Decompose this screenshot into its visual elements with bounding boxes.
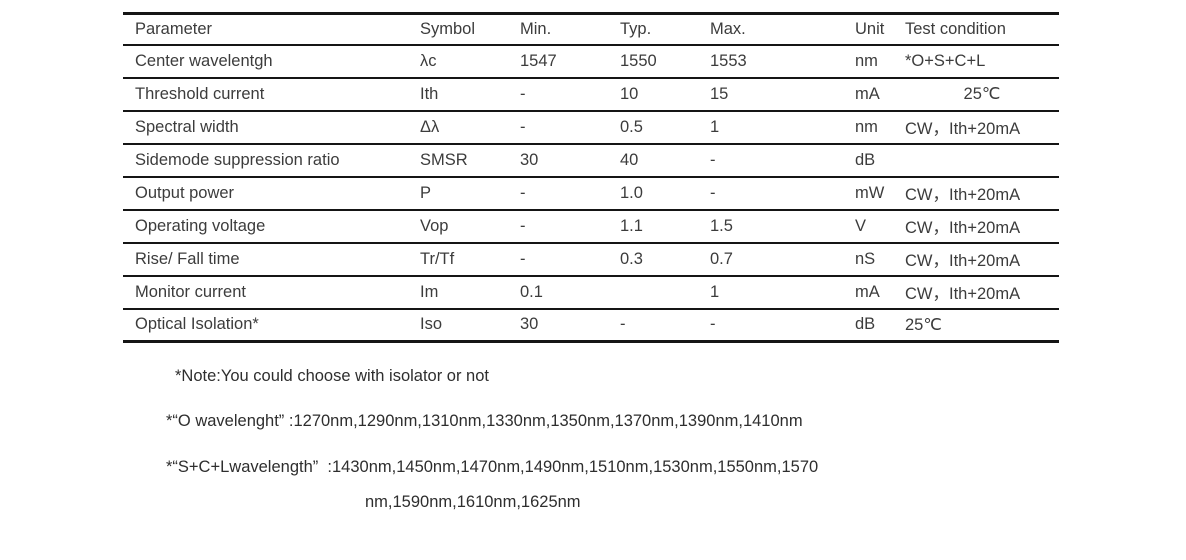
table-cell: Δλ — [420, 117, 440, 136]
table-cell: - — [520, 183, 526, 202]
note-scl-wavelength-line2: nm,1590nm,1610nm,1625nm — [365, 493, 581, 511]
table-cell: CW，Ith+20mA — [905, 186, 1021, 204]
table-row: Optical Isolation* Iso 30 - - dB 25℃ — [123, 309, 1059, 342]
table-cell: Rise/ Fall time — [135, 249, 240, 268]
table-cell: 1.5 — [710, 216, 733, 235]
table-row: Monitor current Im 0.1 1 mA CW，Ith+20mA — [123, 276, 1059, 309]
table-cell: dB — [855, 315, 876, 334]
table-cell: Threshold current — [135, 84, 265, 103]
table-cell: Optical Isolation* — [135, 315, 259, 334]
note-isolator: *Note:You could choose with isolator or … — [175, 367, 489, 385]
table-row: Rise/ Fall time Tr/Tf - 0.3 0.7 nS CW，Ith+20mA — [123, 243, 1059, 276]
table-cell: 1 — [710, 282, 720, 301]
table-cell: mA — [855, 84, 880, 103]
table-cell: dB — [855, 150, 876, 169]
table-cell: Output power — [135, 183, 235, 202]
table-row: Threshold current Ith - 10 15 mA 25℃ — [123, 78, 1059, 111]
column-header: Parameter — [135, 19, 213, 38]
table-cell: 30 — [520, 315, 539, 334]
table-cell: *O+S+C+L — [905, 51, 986, 70]
table-cell: 0.3 — [620, 249, 643, 268]
table-cell: 25℃ — [963, 85, 1001, 103]
table-cell: Spectral width — [135, 117, 239, 136]
spec-table: Parameter Symbol Min. Typ. Max. Unit Test cond… — [123, 12, 1059, 343]
table-cell: 1553 — [710, 51, 747, 70]
table-cell: CW，Ith+20mA — [905, 252, 1021, 270]
table-row: Output power P - 1.0 - mW CW，Ith+20mA — [123, 177, 1059, 210]
table-cell: 40 — [620, 150, 639, 169]
table-cell: 1547 — [520, 51, 557, 70]
table-cell: - — [520, 84, 526, 103]
table-cell: 25℃ — [905, 315, 942, 334]
table-row: Sidemode suppression ratio SMSR 30 40 - dB — [123, 144, 1059, 177]
table-cell: nm — [855, 117, 878, 136]
table-cell: Iso — [420, 315, 443, 334]
note-o-wavelength: *“O wavelenght” :1270nm,1290nm,1310nm,13… — [166, 412, 803, 430]
table-cell: CW，Ith+20mA — [905, 120, 1021, 138]
table-cell: - — [520, 216, 526, 235]
table-cell: Im — [420, 282, 439, 301]
table-cell: - — [710, 315, 716, 334]
note-scl-wavelength-line1: *“S+C+Lwavelength” :1430nm,1450nm,1470nm… — [166, 458, 819, 476]
table-cell: 10 — [620, 84, 639, 103]
table-cell: λc — [420, 51, 437, 70]
table-cell: Center wavelentgh — [135, 51, 273, 70]
table-cell: - — [620, 315, 626, 334]
table-cell: Operating voltage — [135, 216, 266, 235]
table-cell: CW，Ith+20mA — [905, 285, 1021, 303]
table-cell: - — [710, 150, 716, 169]
table-cell: 15 — [710, 84, 729, 103]
table-cell: 0.5 — [620, 117, 643, 136]
table-cell: V — [855, 216, 867, 235]
column-header: Max. — [710, 19, 746, 38]
table-cell: - — [520, 249, 526, 268]
column-header: Min. — [520, 19, 552, 38]
column-header: Test condition — [905, 19, 1006, 38]
table-cell — [620, 276, 710, 309]
column-header: Unit — [855, 19, 885, 38]
table-cell: Sidemode suppression ratio — [135, 150, 340, 169]
table-row: Center wavelentgh λc 1547 1550 1553 nm *O+S+C+… — [123, 45, 1059, 78]
table-cell: 1 — [710, 117, 720, 136]
table-cell: P — [420, 183, 432, 202]
table-header-row: Parameter Symbol Min. Typ. Max. Unit Test cond… — [123, 14, 1059, 45]
table-cell: nm — [855, 51, 878, 70]
column-header: Typ. — [620, 19, 652, 38]
table-cell: 1.1 — [620, 216, 643, 235]
table-cell: 1550 — [620, 51, 657, 70]
spec-table-body: Center wavelentgh λc 1547 1550 1553 nm *O+S+C+… — [123, 45, 1059, 342]
table-cell: SMSR — [420, 150, 468, 169]
table-row: Spectral width Δλ - 0.5 1 nm CW，Ith+20mA — [123, 111, 1059, 144]
column-header: Symbol — [420, 19, 476, 38]
table-cell: CW，Ith+20mA — [905, 219, 1021, 237]
table-cell: Vop — [420, 216, 449, 235]
table-cell: Ith — [420, 84, 439, 103]
table-cell: 0.1 — [520, 282, 543, 301]
table-row: Operating voltage Vop - 1.1 1.5 V CW，Ith+20mA — [123, 210, 1059, 243]
table-cell: - — [710, 183, 716, 202]
table-cell: mA — [855, 282, 880, 301]
table-cell: nS — [855, 249, 876, 268]
table-cell: 1.0 — [620, 183, 643, 202]
table-cell: - — [520, 117, 526, 136]
table-cell: mW — [855, 183, 885, 202]
table-cell: Tr/Tf — [420, 249, 455, 268]
table-cell: Monitor current — [135, 282, 246, 301]
table-cell: 0.7 — [710, 249, 733, 268]
table-cell — [905, 144, 1059, 177]
table-cell: 30 — [520, 150, 539, 169]
